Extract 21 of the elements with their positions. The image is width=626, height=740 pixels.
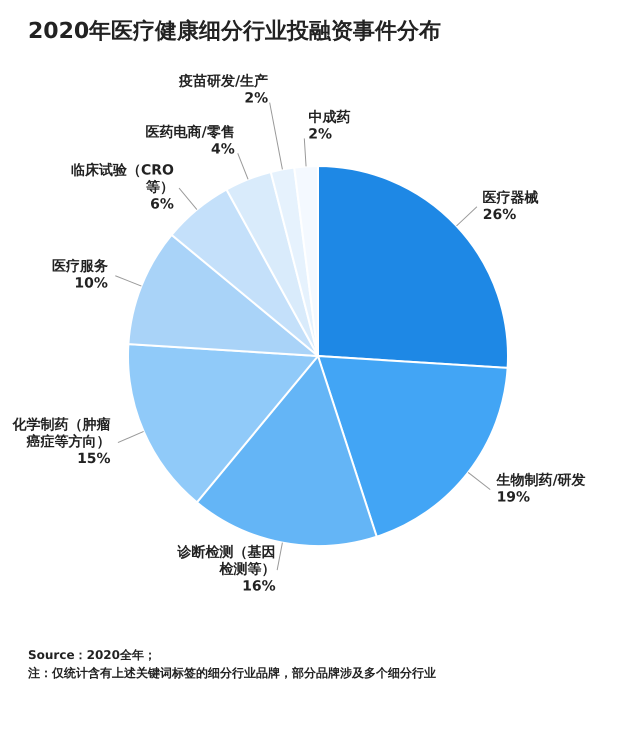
- slice-label: 医疗器械: [482, 188, 539, 206]
- slice-label: 诊断检测（基因检测等）: [176, 544, 276, 578]
- slice-label: 化学制药（肿瘤癌症等方向）: [12, 416, 111, 450]
- data-label: 2%: [308, 126, 332, 142]
- slice-label: 疫苗研发/生产: [178, 72, 268, 90]
- data-label: 10%: [74, 276, 108, 292]
- slice-label: 中成药: [308, 109, 350, 126]
- data-label: 26%: [482, 206, 516, 223]
- slice-label: 医疗服务: [52, 258, 108, 275]
- slice-label: 临床试验（CRO等）: [70, 162, 174, 196]
- data-label: 19%: [496, 490, 530, 506]
- slice-label: 医药电商/零售: [146, 123, 235, 140]
- chart-title: 2020年医疗健康细分行业投融资事件分布: [27, 18, 442, 46]
- data-label: 4%: [211, 141, 235, 158]
- data-label: 6%: [150, 196, 174, 213]
- source-note: Source：2020全年；: [28, 647, 157, 664]
- data-label: 2%: [244, 90, 268, 107]
- data-label: 15%: [77, 451, 111, 468]
- slice-label: 生物制药/研发: [496, 472, 586, 489]
- data-label: 16%: [242, 578, 276, 595]
- text: 注：仅统计含有上述关键词标签的细分行业品牌，部分品牌涉及多个细分行业: [28, 665, 437, 682]
